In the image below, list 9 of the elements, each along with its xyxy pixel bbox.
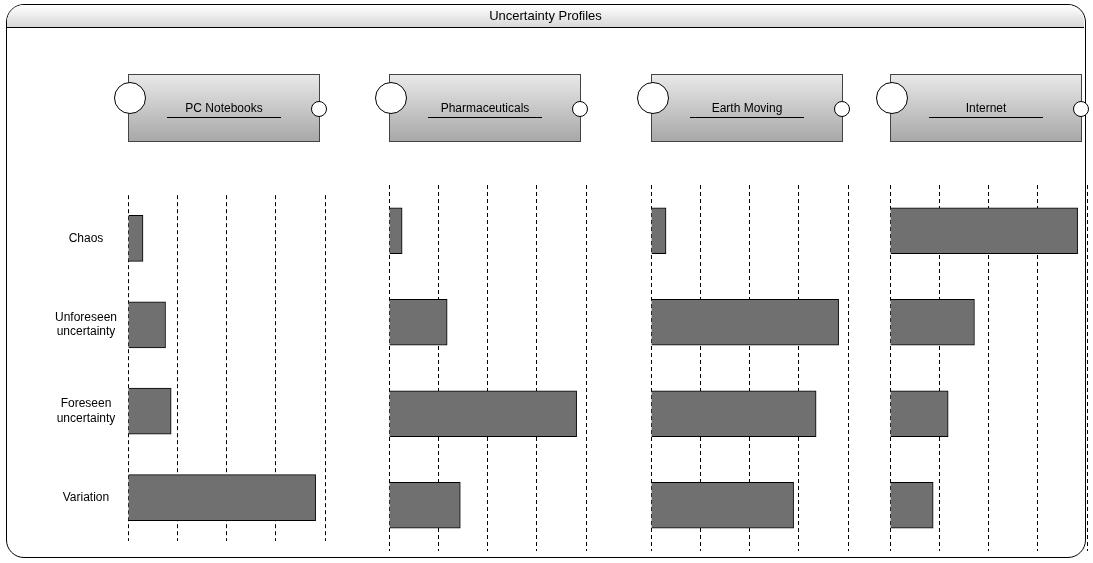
y-tick-label: Foreseen uncertainty [56, 396, 116, 425]
y-tick-label: Chaos [68, 230, 104, 245]
y-tick-label: Variation [62, 489, 110, 504]
y-tick-label: Unforeseen uncertainty [54, 309, 117, 339]
chart-title: Pharmaceuticals [428, 101, 542, 118]
chart-title: Internet [929, 101, 1043, 118]
text: Uncertainty Profiles [7, 5, 1084, 27]
chart-title: Earth Moving [690, 101, 804, 118]
chart-title: PC Notebooks [167, 101, 281, 118]
